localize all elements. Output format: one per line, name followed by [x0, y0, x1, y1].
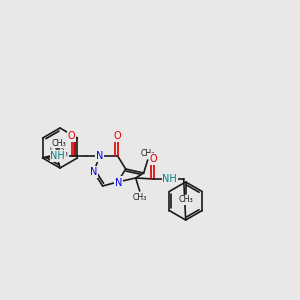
Text: CH₃: CH₃	[52, 139, 67, 148]
Text: N: N	[115, 178, 122, 188]
Text: CH₃: CH₃	[178, 196, 193, 205]
Text: CH₃: CH₃	[50, 146, 64, 154]
Text: O: O	[68, 131, 76, 141]
Text: CH₃: CH₃	[133, 193, 147, 202]
Text: NH: NH	[50, 151, 65, 161]
Text: N: N	[90, 167, 98, 177]
Text: O: O	[114, 131, 122, 141]
Text: CH₃: CH₃	[53, 149, 68, 158]
Text: N: N	[96, 151, 103, 161]
Text: N: N	[115, 177, 122, 187]
Text: CH₃: CH₃	[141, 149, 155, 158]
Text: NH: NH	[162, 174, 177, 184]
Text: O: O	[150, 154, 158, 164]
